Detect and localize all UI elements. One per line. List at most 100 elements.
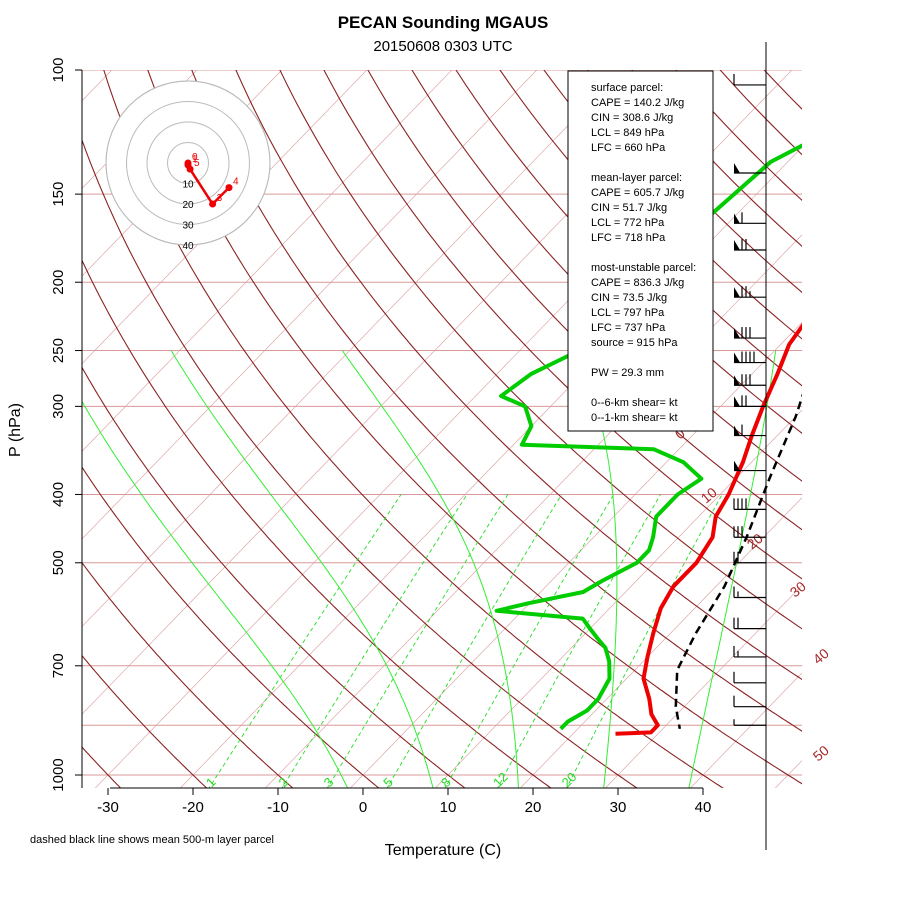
x-tick-label: -20 bbox=[182, 799, 204, 816]
hodograph-ring-label: 40 bbox=[182, 241, 194, 252]
hodograph-point bbox=[186, 165, 194, 173]
mixing-ratio-line bbox=[208, 494, 402, 788]
dry-adiabat bbox=[763, 70, 802, 110]
y-tick-label: 150 bbox=[50, 182, 67, 207]
x-axis-ticks: -30 -20 -10 0 10 20 30 40 bbox=[97, 788, 711, 816]
isotherm bbox=[82, 70, 453, 452]
dry-adiabat bbox=[82, 259, 552, 788]
info-line: 0--1-km shear= kt bbox=[591, 412, 678, 424]
info-line: LCL = 772 hPa bbox=[591, 217, 665, 229]
info-line: LFC = 737 hPa bbox=[591, 322, 666, 334]
wind-barb bbox=[734, 327, 766, 339]
chart-title: PECAN Sounding MGAUS bbox=[338, 13, 549, 32]
mixing-ratio-labels: 1 2 3 5 8 12 20 bbox=[203, 769, 580, 790]
dry-adiabat bbox=[103, 70, 724, 788]
info-line: LCL = 797 hPa bbox=[591, 307, 665, 319]
info-line: CIN = 51.7 J/kg bbox=[591, 202, 667, 214]
dry-adiabat bbox=[191, 70, 802, 732]
y-tick-label: 250 bbox=[50, 338, 67, 363]
dry-adiabat bbox=[793, 54, 900, 790]
wind-barb bbox=[734, 163, 766, 174]
y-tick-label: 300 bbox=[50, 394, 67, 419]
dry-adiabat bbox=[323, 70, 802, 580]
profile-series-2 bbox=[674, 393, 802, 730]
wind-barb bbox=[734, 395, 766, 407]
wind-barbs bbox=[733, 73, 766, 726]
y-tick-label: 200 bbox=[50, 270, 67, 295]
info-line: surface parcel: bbox=[591, 82, 663, 94]
mixing-ratio-line bbox=[326, 494, 509, 788]
info-line: most-unstable parcel: bbox=[591, 262, 696, 274]
wind-barb bbox=[733, 617, 766, 630]
y-tick-label: 700 bbox=[50, 653, 67, 678]
hodograph-ring bbox=[167, 142, 209, 184]
dry-adiabat-label: 20 bbox=[744, 530, 766, 552]
y-axis-label: P (hPa) bbox=[7, 403, 24, 457]
moist-adiabat bbox=[341, 350, 519, 788]
info-line: LFC = 660 hPa bbox=[591, 142, 666, 154]
wind-barb bbox=[734, 286, 766, 298]
wind-barb bbox=[734, 374, 766, 386]
y-tick-label: 100 bbox=[50, 57, 67, 82]
isotherm bbox=[82, 70, 623, 627]
mixing-ratio-line bbox=[444, 494, 615, 788]
wind-barb bbox=[734, 238, 766, 251]
info-line: CAPE = 140.2 J/kg bbox=[591, 97, 684, 109]
dry-adiabat bbox=[82, 654, 208, 788]
isotherm bbox=[604, 584, 802, 788]
mixing-ratio-line bbox=[281, 494, 468, 788]
mixing-ratio-line bbox=[566, 494, 723, 788]
mixing-ratio-lines bbox=[82, 350, 777, 788]
y-tick-label: 500 bbox=[50, 550, 67, 575]
profile-series-0 bbox=[615, 322, 802, 736]
isotherm bbox=[774, 760, 802, 788]
hodograph-ring bbox=[126, 101, 250, 225]
info-line: LCL = 849 hPa bbox=[591, 127, 665, 139]
hodograph-point bbox=[225, 184, 233, 192]
x-tick-label: 0 bbox=[359, 799, 367, 816]
hodograph-point-label: 3 bbox=[217, 193, 223, 204]
info-line: LFC = 718 hPa bbox=[591, 232, 666, 244]
x-tick-label: 20 bbox=[525, 799, 542, 816]
hodograph-ring-label: 20 bbox=[182, 200, 194, 211]
x-tick-label: 10 bbox=[440, 799, 457, 816]
wind-barb bbox=[734, 460, 766, 472]
info-line: CIN = 308.6 J/kg bbox=[591, 112, 673, 124]
wind-barb bbox=[733, 695, 766, 708]
dry-adiabat-label: 10 bbox=[698, 484, 720, 506]
chart-subtitle: 20150608 0303 UTC bbox=[373, 38, 512, 55]
dry-adiabat bbox=[719, 70, 802, 156]
dry-adiabat bbox=[837, 54, 900, 790]
wind-barb bbox=[734, 424, 766, 437]
isotherm bbox=[82, 70, 538, 540]
info-line: mean-layer parcel: bbox=[591, 172, 682, 184]
hodograph-ring-label: 30 bbox=[182, 221, 194, 232]
isotherm bbox=[689, 672, 802, 788]
info-line: PW = 29.3 mm bbox=[591, 367, 664, 379]
y-tick-label: 400 bbox=[50, 482, 67, 507]
dry-adiabat bbox=[82, 138, 638, 788]
y-axis-ticks: 100 150 200 250 300 400 500 700 1000 bbox=[50, 57, 82, 792]
dry-adiabat-label: 50 bbox=[810, 742, 832, 764]
isotherm bbox=[519, 497, 802, 788]
hodograph-point-label: 0 bbox=[192, 152, 198, 163]
wind-barb bbox=[734, 351, 766, 364]
moist-adiabat bbox=[577, 350, 618, 788]
wind-barb bbox=[733, 526, 766, 538]
hodograph-ring-label: 10 bbox=[182, 180, 194, 191]
info-line: CAPE = 836.3 J/kg bbox=[591, 277, 684, 289]
mixing-ratio-label: 12 bbox=[490, 769, 511, 790]
isotherm bbox=[179, 146, 802, 788]
mixing-ratio-line bbox=[386, 494, 563, 788]
dry-adiabat-label: 30 bbox=[787, 578, 809, 600]
dry-adiabat bbox=[235, 70, 802, 681]
x-tick-label: 30 bbox=[610, 799, 627, 816]
moist-adiabat bbox=[170, 350, 434, 788]
isotherm bbox=[82, 70, 198, 189]
info-line: source = 915 hPa bbox=[591, 337, 678, 349]
info-box: surface parcel: CAPE = 140.2 J/kg CIN = 30… bbox=[567, 70, 714, 432]
dry-adiabat-label: 40 bbox=[810, 645, 832, 667]
hodograph: 10 20 30 40 015 34 bbox=[105, 80, 271, 252]
wind-barb bbox=[734, 212, 766, 224]
wind-barb bbox=[733, 73, 766, 86]
